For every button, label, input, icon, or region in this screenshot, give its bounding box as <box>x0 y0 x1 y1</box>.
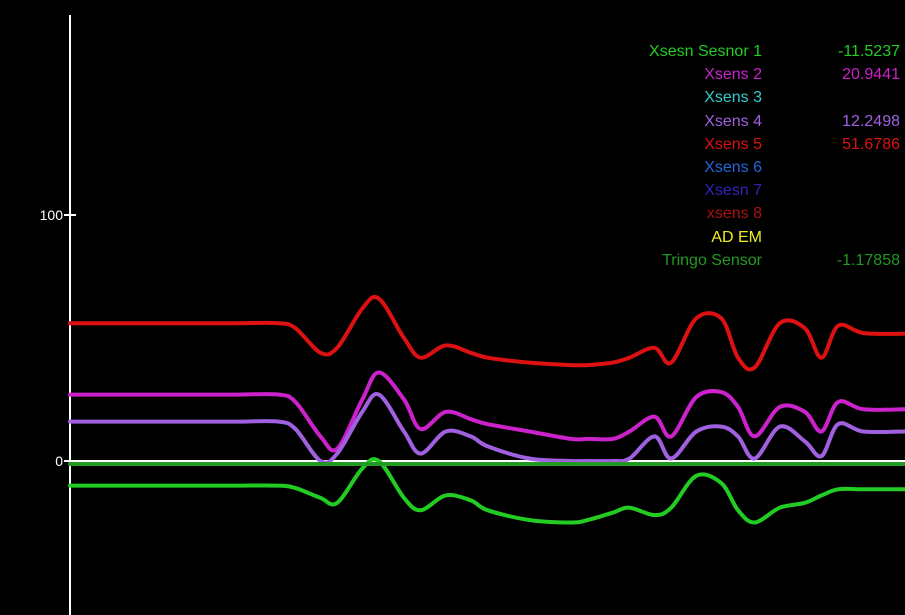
legend-item: Xsens 5 51.6786 <box>560 133 905 156</box>
legend-label: AD EM <box>711 228 762 246</box>
legend-label: Tringo Sensor <box>662 251 762 269</box>
series-lines <box>68 294 905 525</box>
legend-value: 20.9441 <box>842 66 900 84</box>
legend-item: xsens 8 <box>560 202 905 225</box>
legend-value: 12.2498 <box>842 112 900 130</box>
legend-item: Xsens 6 <box>560 156 905 179</box>
y-tick-label-1: 100 <box>40 207 64 223</box>
legend-item: Xsens 3 <box>560 86 905 109</box>
legend-label: Xsens 3 <box>704 89 762 107</box>
y-tick-label-0: 0 <box>55 453 63 469</box>
legend-item: Xsesn Sesnor 1 -11.5237 <box>560 40 905 63</box>
legend-label: Xsens 6 <box>704 158 762 176</box>
series-line-3 <box>68 392 905 465</box>
legend-label: Xsesn 7 <box>704 182 762 200</box>
legend-label: Xsens 5 <box>704 135 762 153</box>
y-axis-ticks: 0 100 <box>40 207 76 469</box>
series-line-1 <box>68 370 905 453</box>
legend: Xsesn Sesnor 1 -11.5237 Xsens 2 20.9441 Xsen… <box>560 40 905 272</box>
legend-value: -11.5237 <box>838 43 900 60</box>
legend-label: Xsens 2 <box>704 66 762 84</box>
legend-item: Tringo Sensor -1.17858 <box>560 249 905 272</box>
series-line-0 <box>68 457 905 525</box>
legend-item: Xsens 4 12.2498 <box>560 110 905 133</box>
legend-item: Xsens 2 20.9441 <box>560 63 905 86</box>
legend-item: Xsesn 7 <box>560 179 905 202</box>
legend-value: 51.6786 <box>842 135 900 153</box>
legend-label: xsens 8 <box>706 205 762 223</box>
legend-item: AD EM <box>560 226 905 249</box>
legend-value: -1.17858 <box>836 251 900 269</box>
series-line-4 <box>68 294 905 372</box>
legend-label: Xsens 4 <box>704 112 762 130</box>
legend-label: Xsesn Sesnor 1 <box>649 43 762 60</box>
